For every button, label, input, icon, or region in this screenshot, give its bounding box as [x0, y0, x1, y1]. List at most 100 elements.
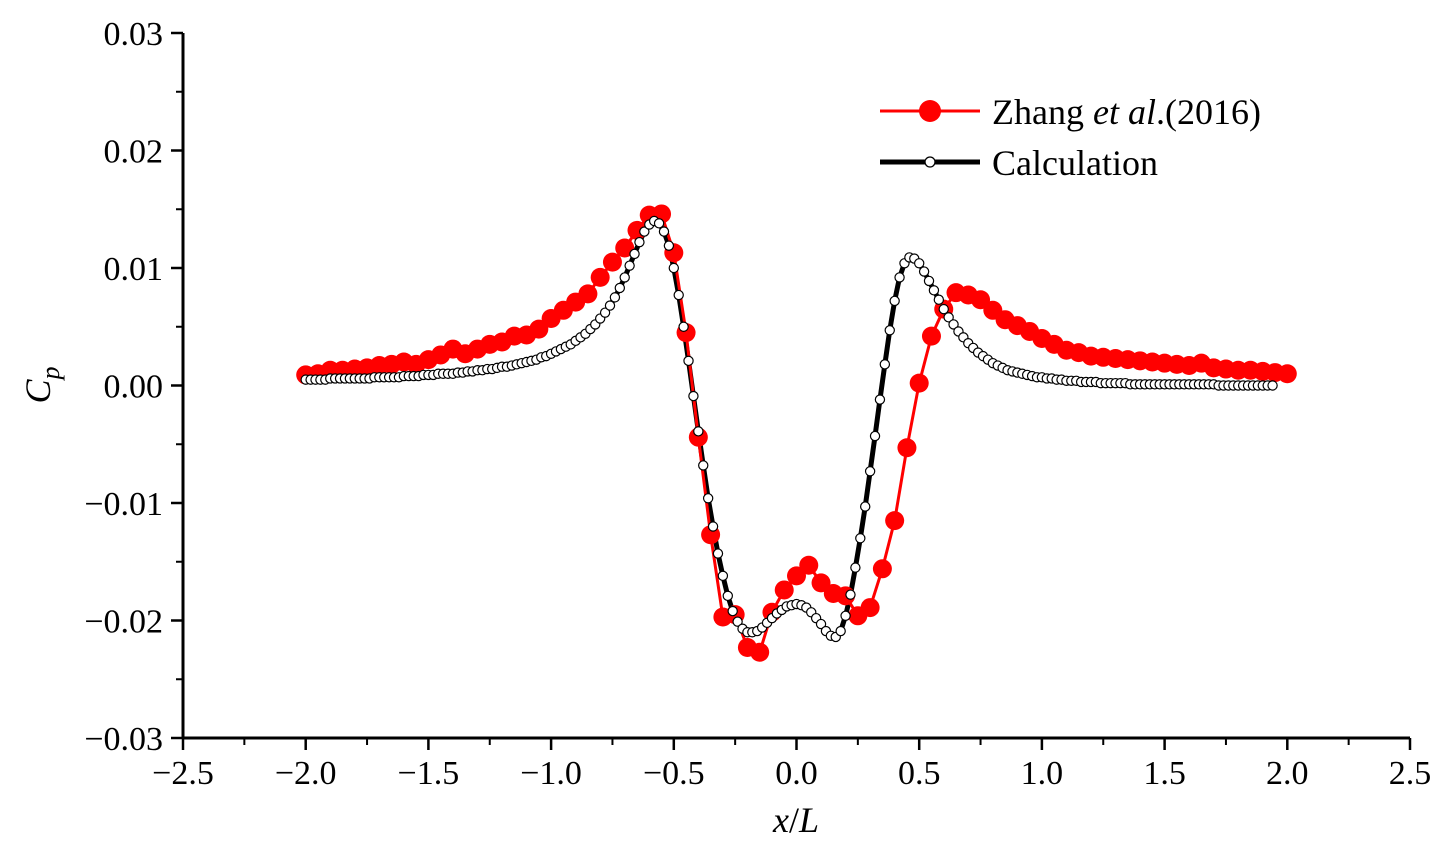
y-tick-label: 0.01: [104, 251, 164, 288]
calculation-point: [938, 303, 949, 315]
calculation-point: [722, 590, 733, 602]
x-tick-label: −2.5: [152, 755, 214, 792]
zhang-point: [811, 573, 831, 593]
calculation-point: [663, 240, 675, 251]
legend-zhang-label-part1: Zhang: [992, 92, 1093, 132]
calculation-point: [914, 258, 925, 269]
x-axis-title-second: L: [798, 800, 819, 840]
zhang-point: [897, 438, 917, 458]
zhang-line: [305, 212, 1288, 654]
y-axis-title: Cp: [18, 366, 65, 403]
zhang-point: [602, 252, 622, 272]
calculation-point: [1267, 380, 1278, 391]
calculation-point: [624, 260, 635, 271]
x-axis-title-main: x: [772, 800, 789, 840]
calculation-point: [943, 312, 954, 323]
calculation-point: [604, 300, 616, 311]
calculation-point: [658, 226, 670, 237]
calculation-point: [884, 325, 895, 336]
y-ticks: −0.03 −0.02 −0.01 0.00 0.01 0.02 0.03: [84, 16, 183, 758]
zhang-point: [1277, 364, 1297, 384]
legend-calculation-label: Calculation: [992, 143, 1158, 183]
y-tick-label: −0.02: [84, 604, 163, 641]
calculation-point: [918, 266, 930, 277]
zhang-point: [529, 319, 549, 339]
x-tick-label: 2.5: [1389, 755, 1432, 792]
calculation-point: [673, 289, 684, 301]
legend-zhang-marker: [919, 100, 941, 122]
calculation-point: [639, 226, 650, 237]
calculation-point: [707, 521, 719, 532]
calculation-point: [889, 295, 900, 307]
zhang-point: [590, 267, 610, 287]
calculation-point: [850, 562, 861, 573]
x-tick-label: 1.0: [1021, 755, 1064, 792]
calculation-point: [619, 272, 630, 283]
calculation-point: [928, 285, 940, 296]
x-tick-label: −1.5: [398, 755, 460, 792]
calculation-point: [923, 275, 935, 287]
calculation-point: [683, 355, 694, 367]
zhang-point: [799, 555, 819, 575]
calculation-point: [815, 618, 827, 630]
calculation-point: [840, 610, 851, 622]
calculation-point: [894, 272, 905, 283]
legend-entry-calculation: Calculation: [880, 143, 1158, 183]
y-tick-label: 0.02: [104, 134, 164, 171]
calculation-point: [678, 321, 689, 332]
zhang-point: [750, 642, 770, 662]
x-tick-label: −2.0: [275, 755, 337, 792]
calculation-point: [599, 307, 611, 318]
calculation-point: [845, 589, 856, 600]
calculation-point: [609, 292, 621, 303]
zhang-point: [860, 598, 880, 618]
calculation-point: [702, 493, 714, 504]
calculation-point: [864, 466, 876, 477]
zhang-point: [774, 580, 794, 600]
zhang-point: [921, 326, 941, 346]
legend-zhang-label: Zhang et al.(2016): [992, 92, 1261, 132]
x-tick-label: 0.0: [775, 755, 818, 792]
x-axis-title-sep: /: [789, 800, 799, 840]
zhang-point: [872, 559, 892, 579]
y-tick-label: 0.00: [104, 369, 164, 406]
y-tick-label: −0.03: [84, 721, 163, 758]
calculation-point: [693, 426, 704, 437]
y-tick-label: −0.01: [84, 486, 163, 523]
calculation-point: [732, 616, 743, 627]
calculation-point: [629, 248, 640, 260]
calculation-point: [948, 319, 959, 330]
calculation-point: [634, 236, 645, 248]
x-tick-label: 0.5: [898, 755, 941, 792]
zhang-point: [971, 290, 991, 310]
calculation-point: [688, 390, 699, 402]
calculation-point: [835, 625, 846, 637]
calculation-point: [933, 294, 945, 305]
y-axis-title-main: C: [18, 379, 58, 404]
x-axis-title: x/L: [772, 800, 819, 840]
legend-zhang-label-part3: .(2016): [1156, 92, 1261, 132]
calculation-point: [869, 430, 881, 442]
calculation-point: [855, 533, 866, 544]
calculation-point: [717, 570, 729, 582]
x-tick-label: −1.0: [520, 755, 582, 792]
x-ticks: −2.5 −2.0 −1.5 −1.0 −0.5 0.0 0.5 1.0 1.5 2.0 2.5: [152, 738, 1431, 792]
series-group: [296, 204, 1297, 662]
legend: Zhang et al.(2016) Calculation: [880, 92, 1261, 183]
y-tick-label: 0.03: [104, 16, 164, 53]
x-tick-label: 2.0: [1266, 755, 1309, 792]
legend-calculation-marker: [924, 156, 936, 168]
legend-zhang-label-part2: et al: [1093, 92, 1156, 132]
legend-entry-zhang: Zhang et al.(2016): [880, 92, 1261, 132]
zhang-point: [909, 373, 929, 393]
y-axis-title-sub: p: [36, 366, 65, 381]
calculation-point: [668, 262, 680, 274]
x-tick-label: 1.5: [1143, 755, 1186, 792]
zhang-point: [885, 511, 905, 531]
zhang-point: [578, 284, 598, 304]
calculation-point: [614, 282, 626, 294]
calculation-point: [727, 605, 738, 617]
x-tick-label: −0.5: [643, 755, 705, 792]
